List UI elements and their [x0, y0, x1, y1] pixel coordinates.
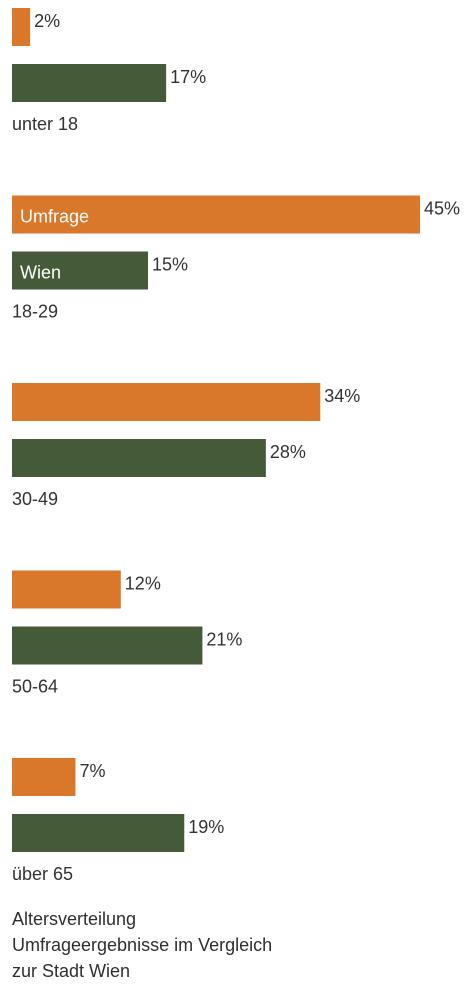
- bar-group: 45% Umfrage 15% Wien 18-29: [12, 195, 460, 322]
- value-label: 45%: [424, 199, 460, 219]
- value-label: 28%: [270, 442, 306, 462]
- category-label: über 65: [12, 864, 73, 884]
- bar-wien: [12, 439, 266, 477]
- caption-line-3: zur Stadt Wien: [12, 961, 131, 981]
- value-label: 21%: [206, 630, 242, 650]
- value-label: 2%: [34, 11, 60, 31]
- caption-line-1: Altersverteilung: [12, 909, 137, 929]
- bar-wien: [12, 814, 185, 852]
- bar-umfrage: [12, 8, 31, 46]
- bar-group: 7% 19% über 65: [12, 758, 224, 884]
- category-label: unter 18: [12, 114, 78, 134]
- legend-label-wien: Wien: [20, 263, 61, 283]
- category-label: 30-49: [12, 489, 58, 509]
- category-label: 50-64: [12, 677, 58, 697]
- value-label: 34%: [324, 386, 360, 406]
- bar-wien: [12, 64, 167, 102]
- bar-umfrage: [12, 758, 76, 796]
- bar-umfrage: [12, 195, 420, 234]
- value-label: 12%: [125, 574, 161, 594]
- bar-umfrage: [12, 383, 321, 421]
- bar-group: 34% 28% 30-49: [12, 383, 360, 509]
- category-label: 18-29: [12, 302, 58, 322]
- legend-label-umfrage: Umfrage: [20, 207, 89, 227]
- bar-group: 2% 17% unter 18: [12, 8, 206, 134]
- value-label: 19%: [188, 817, 224, 837]
- caption-line-2: Umfrageergebnisse im Vergleich: [12, 935, 273, 955]
- chart-caption: Altersverteilung Umfrageergebnisse im Ve…: [12, 906, 272, 984]
- value-label: 17%: [170, 67, 206, 87]
- bar-group: 12% 21% 50-64: [12, 570, 242, 697]
- value-label: 15%: [152, 255, 188, 275]
- bar-umfrage: [12, 570, 121, 609]
- value-label: 7%: [79, 761, 105, 781]
- bar-wien: [12, 251, 148, 290]
- bar-wien: [12, 626, 203, 665]
